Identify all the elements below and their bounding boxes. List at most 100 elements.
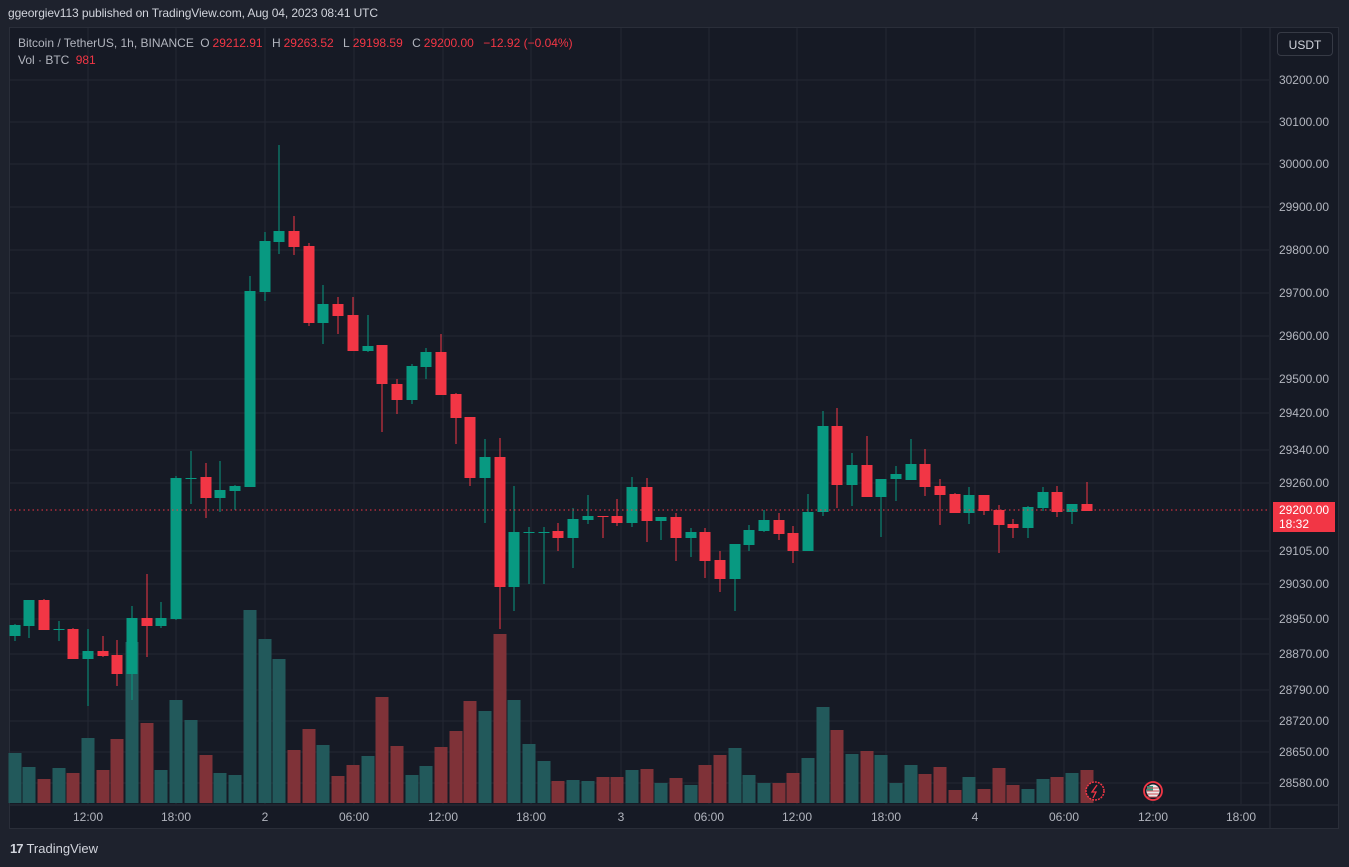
time-tick-label: 18:00 (871, 810, 901, 824)
volume-bar (243, 610, 257, 803)
volume-bar (228, 775, 242, 803)
candle-down (641, 478, 653, 542)
volume-bar (96, 770, 110, 803)
price-tick-label: 29600.00 (1279, 329, 1329, 343)
volume-bar (610, 777, 624, 803)
candle-up (362, 315, 374, 352)
lightning-event-icon[interactable] (1085, 781, 1105, 801)
price-tick-label: 29340.00 (1279, 443, 1329, 457)
candle-down (861, 436, 873, 497)
candle-down (978, 495, 990, 515)
volume-bar (625, 770, 639, 803)
volume-bar (566, 780, 580, 803)
volume-bar (772, 783, 786, 803)
volume-bar (713, 755, 727, 803)
candle-down (200, 463, 212, 518)
volume-bar (904, 765, 918, 803)
volume-bar (948, 790, 962, 803)
price-tick-label: 28650.00 (1279, 745, 1329, 759)
price-tick-label: 29500.00 (1279, 372, 1329, 386)
candle-down (611, 499, 623, 526)
volume-bar (184, 720, 198, 803)
candle-up (273, 145, 285, 254)
last-price-label: 29200.00 18:32 (1273, 502, 1335, 532)
candle-down (97, 636, 109, 657)
candle-down (787, 526, 799, 563)
volume-bar (199, 755, 213, 803)
volume-bar (419, 766, 433, 803)
time-tick-label: 18:00 (1226, 810, 1256, 824)
volume-bar (110, 739, 124, 803)
candle-up (479, 439, 491, 523)
candle-down (670, 513, 682, 561)
volume-value: 981 (75, 53, 96, 67)
price-axis[interactable]: 30200.00 30100.00 30000.00 29900.00 29800.00… (1279, 73, 1329, 790)
candle-down (464, 417, 476, 486)
time-tick-label: 18:00 (516, 810, 546, 824)
candle-up (817, 411, 829, 516)
currency-unit-button[interactable]: USDT (1277, 32, 1333, 56)
chart-frame[interactable] (9, 27, 1339, 829)
candle-down (597, 516, 609, 538)
candle-up (758, 510, 770, 532)
candle-up (259, 232, 271, 301)
bar-countdown: 18:32 (1279, 517, 1310, 531)
volume-bar (346, 765, 360, 803)
price-tick-label: 28580.00 (1279, 776, 1329, 790)
price-tick-label: 29105.00 (1279, 544, 1329, 558)
volume-bar (361, 756, 375, 803)
volume-bar (449, 731, 463, 803)
volume-bar (845, 754, 859, 803)
time-tick-label: 18:00 (161, 810, 191, 824)
volume-bar (992, 768, 1006, 803)
candle-up (420, 348, 432, 379)
volume-bar (8, 753, 22, 803)
candle-down (391, 379, 403, 414)
time-tick-label: 3 (618, 810, 625, 824)
us-flag-economic-event-icon[interactable] (1143, 781, 1163, 801)
candle-up (185, 451, 197, 504)
volume-row: Vol · BTC 981 (18, 52, 576, 69)
candle-down (111, 640, 123, 686)
candle-up (582, 495, 594, 524)
price-tick-label: 29900.00 (1279, 200, 1329, 214)
volume-bar (434, 747, 448, 803)
candles (9, 145, 1093, 706)
volume-bar (331, 776, 345, 803)
candle-up (82, 629, 94, 706)
volume-bar (507, 700, 521, 803)
tradingview-logo-icon: 17 (10, 841, 24, 856)
volume-bar (640, 769, 654, 803)
volume-bar (977, 789, 991, 803)
candle-down (552, 523, 564, 551)
candle-up (875, 479, 887, 537)
price-tick-label: 29030.00 (1279, 577, 1329, 591)
candle-up (155, 602, 167, 628)
price-tick-label: 30000.00 (1279, 157, 1329, 171)
volume-label[interactable]: Vol · BTC (18, 53, 70, 67)
candle-up (214, 461, 226, 512)
ohlc-row: Bitcoin / TetherUS, 1h, BINANCE O 29212.9… (18, 36, 573, 50)
candle-up (846, 453, 858, 506)
tradingview-logo[interactable]: 17 TradingView (10, 841, 98, 856)
price-tick-label: 29420.00 (1279, 406, 1329, 420)
candle-down (919, 449, 931, 496)
price-tick-label: 30100.00 (1279, 115, 1329, 129)
candle-down (1081, 482, 1093, 511)
symbol-title[interactable]: Bitcoin / TetherUS, 1h, BINANCE (18, 36, 194, 50)
time-axis[interactable]: 12:00 18:00 2 06:00 12:00 18:00 3 06:00 12:00 18:… (73, 810, 1256, 824)
volume-bar (125, 642, 139, 803)
volume-bar (169, 700, 183, 803)
volume-bar (405, 775, 419, 803)
volume-bar (581, 781, 595, 803)
candle-up (508, 486, 520, 611)
time-tick-label: 06:00 (339, 810, 369, 824)
time-tick-label: 4 (972, 810, 979, 824)
volume-bar (596, 777, 610, 803)
candle-down (1007, 519, 1019, 538)
price-tick-label: 30200.00 (1279, 73, 1329, 87)
candle-down (435, 334, 447, 395)
candle-up (53, 621, 65, 641)
volume-bar (272, 659, 286, 803)
